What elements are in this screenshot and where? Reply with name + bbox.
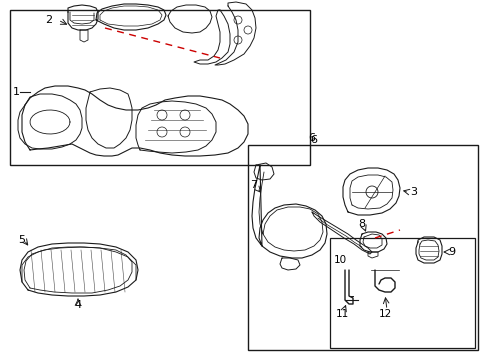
Text: 2: 2 xyxy=(45,15,52,25)
Text: 10: 10 xyxy=(333,255,346,265)
Text: 9: 9 xyxy=(447,247,454,257)
Text: 4: 4 xyxy=(74,300,81,310)
Text: 5: 5 xyxy=(18,235,25,245)
Text: 3: 3 xyxy=(409,187,416,197)
Text: 11: 11 xyxy=(335,309,348,319)
Text: 7: 7 xyxy=(250,180,257,190)
Bar xyxy=(329,238,474,348)
Text: 1: 1 xyxy=(13,87,20,97)
Bar xyxy=(10,10,309,165)
Bar xyxy=(247,145,477,350)
Text: 8: 8 xyxy=(358,219,365,229)
Text: 6: 6 xyxy=(307,133,314,143)
Text: 6: 6 xyxy=(309,135,316,145)
Text: 12: 12 xyxy=(378,309,391,319)
